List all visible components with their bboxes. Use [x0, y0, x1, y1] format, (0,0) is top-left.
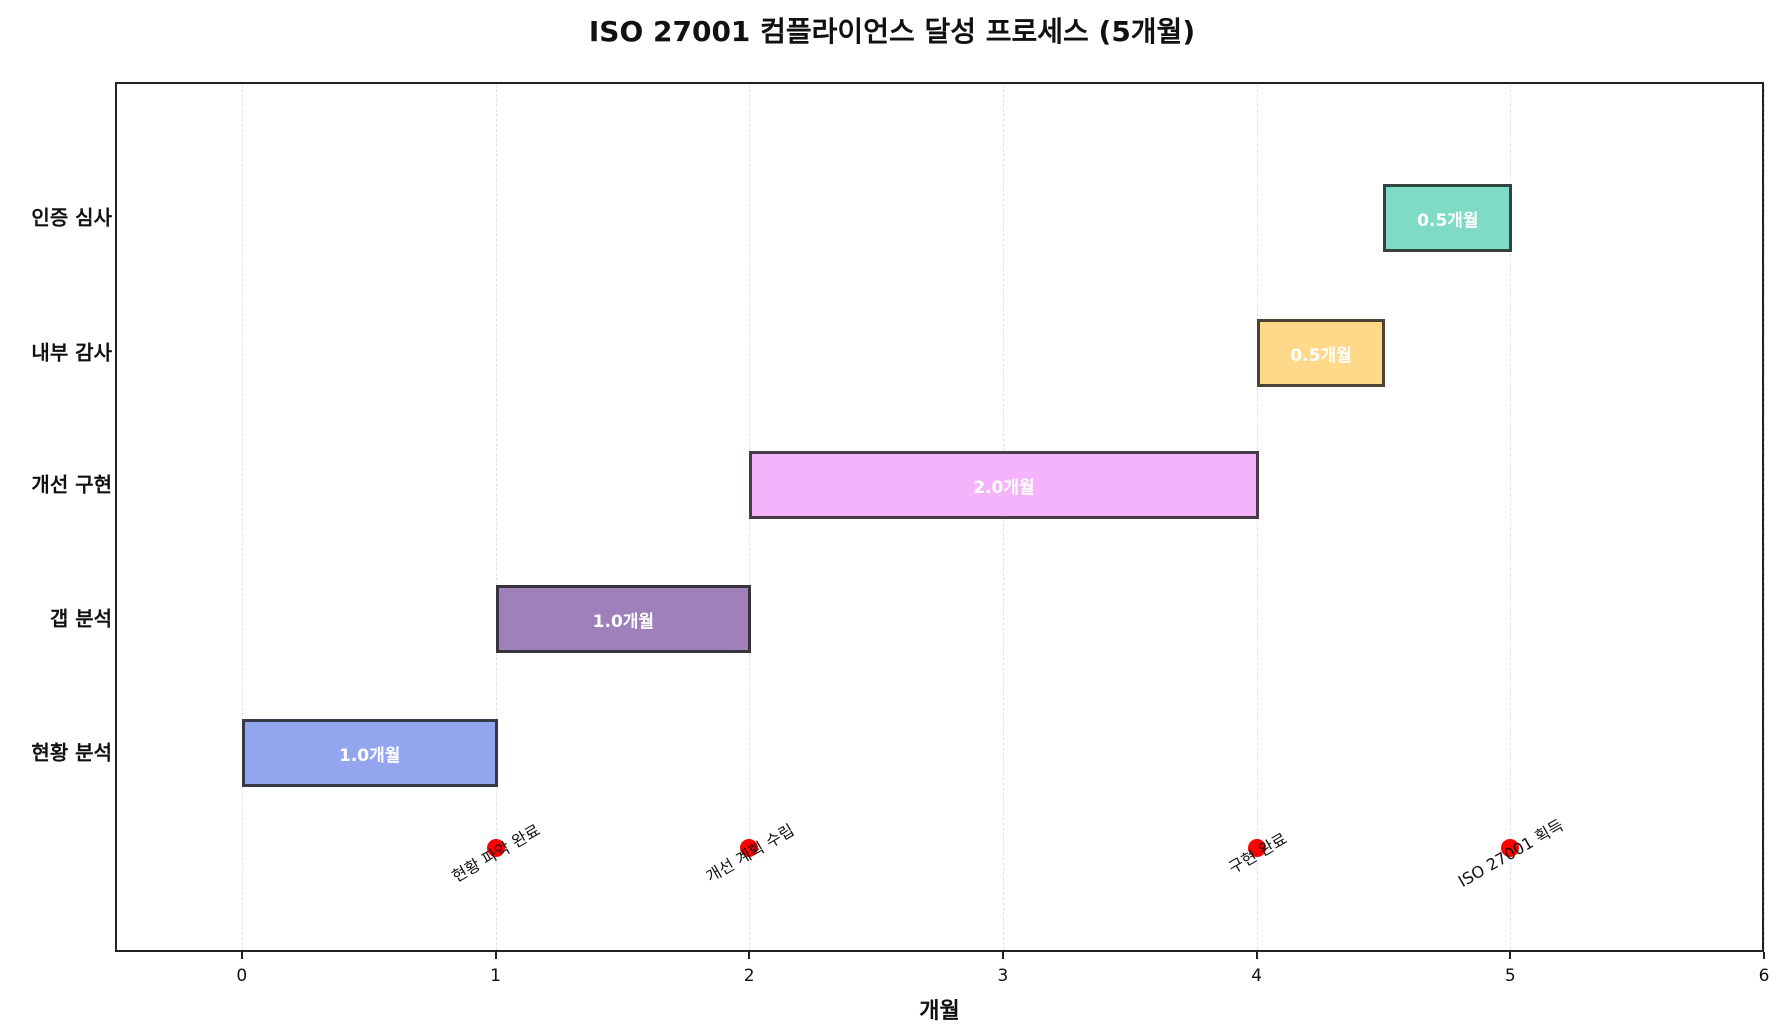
task-bar: 0.5개월 [1256, 319, 1386, 387]
y-tick-label: 개선 구현 [31, 472, 112, 497]
tick-mark [1001, 952, 1004, 959]
grid-line [495, 84, 497, 950]
grid-line [241, 84, 243, 950]
task-duration-label: 0.5개월 [1290, 345, 1352, 366]
task-duration-label: 1.0개월 [592, 611, 655, 632]
chart-title: ISO 27001 컴플라이언스 달성 프로세스 (5개월) [588, 15, 1196, 48]
y-tick-label: 갭 분석 [49, 606, 112, 631]
milestone-marker [1501, 839, 1520, 857]
y-tick-label: 인증 심사 [31, 205, 112, 230]
task-duration-label: 0.5개월 [1417, 210, 1479, 231]
plot-area: 1.0개월 1.0개월 2.0개월 0.5개월 0.5개월 [115, 82, 1765, 952]
milestone-marker [1247, 839, 1266, 857]
y-tick-label: 내부 감사 [31, 340, 112, 365]
grid-line [1510, 84, 1512, 950]
x-tick-label: 0 [236, 966, 248, 986]
x-axis-label: 개월 [919, 999, 960, 1024]
tick-mark [1509, 952, 1512, 959]
y-tick-label: 현황 분석 [31, 740, 112, 765]
task-bar: 1.0개월 [495, 585, 752, 653]
milestone-marker [486, 839, 505, 857]
tick-mark [494, 952, 497, 959]
tick-mark [1763, 952, 1765, 959]
task-bar: 1.0개월 [241, 719, 498, 787]
x-tick-label: 6 [1758, 966, 1770, 986]
task-duration-label: 2.0개월 [973, 477, 1035, 498]
tick-mark [748, 952, 751, 959]
task-bar: 2.0개월 [749, 451, 1259, 519]
tick-mark [1255, 952, 1258, 959]
task-bar: 0.5개월 [1383, 184, 1513, 252]
grid-line [1764, 84, 1765, 950]
x-tick-label: 5 [1504, 966, 1516, 986]
task-duration-label: 1.0개월 [338, 745, 401, 766]
tick-mark [240, 952, 243, 959]
x-tick-label: 2 [743, 966, 755, 986]
x-tick-label: 4 [1251, 966, 1263, 986]
x-tick-label: 3 [997, 966, 1009, 986]
x-tick-label: 1 [490, 966, 501, 986]
milestone-marker [740, 839, 759, 857]
